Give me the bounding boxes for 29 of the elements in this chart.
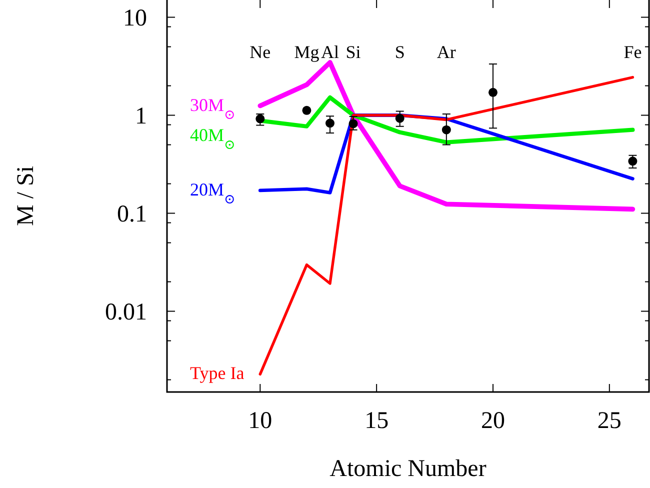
annotation: Fe	[624, 42, 642, 62]
series-label: 40M$_{⊙}$	[190, 124, 236, 152]
annotation: Si	[346, 42, 361, 62]
annotation: Ne	[250, 42, 271, 62]
x-tick-label: 10	[248, 408, 272, 434]
y-axis-title: M / Si	[13, 166, 39, 226]
point	[395, 114, 404, 123]
annotation: S	[394, 42, 405, 62]
series-label: Type Ia	[190, 363, 244, 384]
point	[256, 114, 265, 124]
x-axis-title: Atomic Number	[330, 456, 486, 482]
y-tick-label: 10	[123, 5, 147, 32]
annotation: Mg	[294, 42, 320, 62]
x-tick-label: 15	[364, 408, 389, 434]
point	[302, 106, 312, 115]
annotation: Ar	[436, 42, 456, 62]
annotation: Al	[320, 42, 339, 62]
x-tick-label: 25	[597, 408, 622, 434]
series-label: 20M$_{⊙}$	[190, 179, 236, 206]
series-label: 30M$_{⊙}$	[190, 94, 236, 122]
point	[488, 88, 498, 97]
x-tick-label: 20	[480, 408, 505, 434]
point	[325, 118, 334, 128]
point	[442, 125, 451, 134]
line-series	[258, 76, 634, 376]
y-tick-label: 0.1	[117, 201, 147, 228]
y-tick-label: 1	[135, 103, 147, 130]
y-tick-label: 0.01	[105, 299, 147, 326]
line-series	[258, 60, 636, 212]
